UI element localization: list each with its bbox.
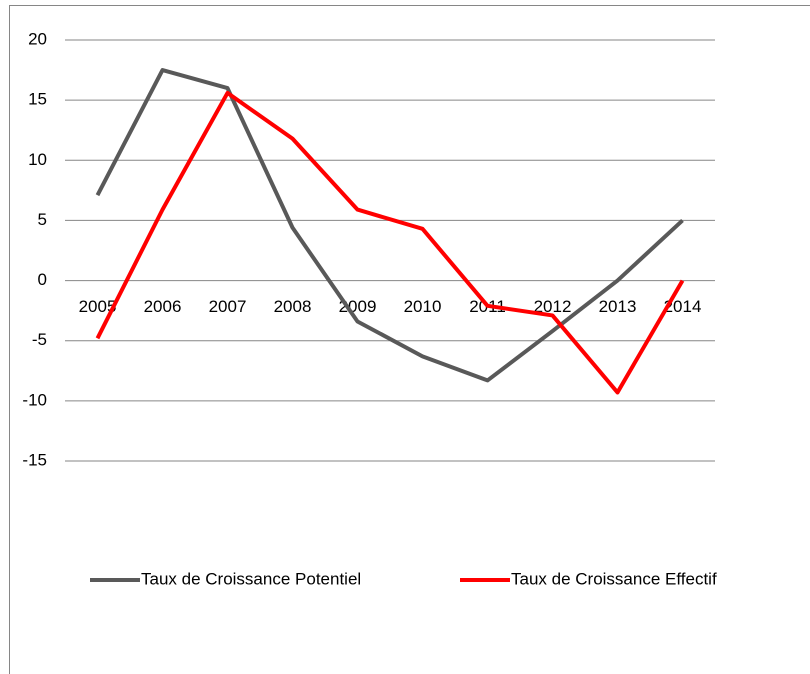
- y-tick-label: 5: [38, 210, 47, 229]
- y-tick-label: -15: [22, 450, 47, 469]
- x-tick-label: 2013: [599, 297, 637, 316]
- chart-border: [9, 5, 810, 674]
- data-line: [95, 68, 684, 383]
- y-tick-label: -5: [32, 330, 47, 349]
- x-tick-label: 2014: [664, 297, 702, 316]
- legend-label: Taux de Croissance Potentiel: [141, 569, 361, 588]
- y-tick-label: 0: [38, 270, 47, 289]
- x-tick-label: 2007: [209, 297, 247, 316]
- y-tick-label: 15: [28, 90, 47, 109]
- y-tick-label: 20: [28, 29, 47, 48]
- x-tick-label: 2012: [534, 297, 572, 316]
- legend-label: Taux de Croissance Effectif: [511, 569, 717, 588]
- x-tick-label: 2005: [79, 297, 117, 316]
- x-tick-label: 2006: [144, 297, 182, 316]
- data-line: [95, 90, 685, 395]
- x-tick-label: 2010: [404, 297, 442, 316]
- x-tick-label: 2008: [274, 297, 312, 316]
- y-tick-label: -10: [22, 390, 47, 409]
- y-tick-label: 10: [28, 150, 47, 169]
